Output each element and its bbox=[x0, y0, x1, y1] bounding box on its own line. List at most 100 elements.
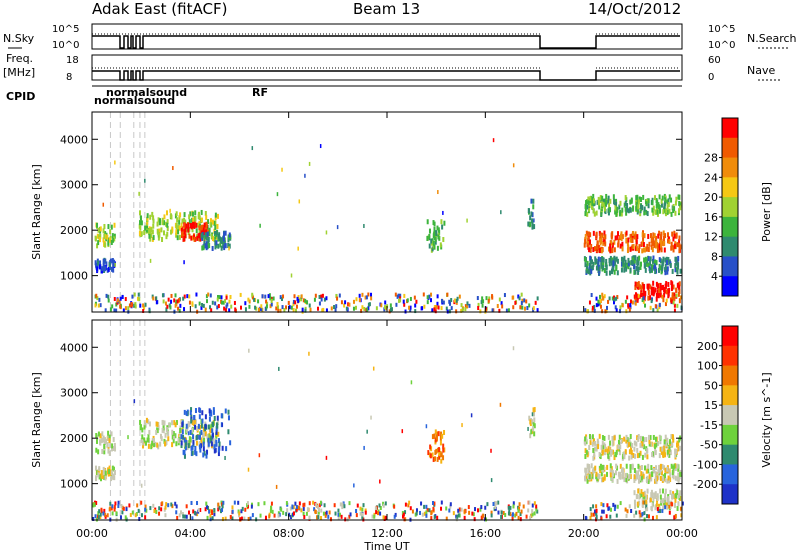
power-echo bbox=[655, 281, 658, 287]
nave-tick-top: 60 bbox=[708, 55, 721, 66]
velocity-clutter bbox=[264, 515, 267, 520]
power-echo bbox=[643, 284, 646, 290]
power-clutter bbox=[658, 302, 661, 307]
power-echo bbox=[106, 267, 109, 273]
power-clutter bbox=[320, 294, 323, 299]
power-echo bbox=[437, 234, 440, 240]
velocity-echo bbox=[156, 428, 159, 434]
velocity-clutter bbox=[614, 504, 617, 509]
power-echo bbox=[635, 205, 638, 211]
power-clutter bbox=[165, 307, 168, 312]
velocity-echo bbox=[640, 464, 643, 470]
velocity-echo bbox=[189, 410, 192, 416]
power-echo bbox=[655, 239, 658, 245]
velocity-clutter bbox=[164, 505, 167, 510]
velocity-clutter bbox=[119, 515, 122, 520]
power-echo bbox=[659, 208, 662, 214]
power-echo bbox=[656, 199, 659, 205]
power-echo bbox=[585, 200, 588, 206]
velocity-echo bbox=[667, 475, 670, 481]
power-clutter bbox=[466, 301, 469, 306]
power-echo bbox=[634, 231, 637, 237]
cpid-label: CPID bbox=[6, 90, 35, 103]
velocity-echo bbox=[607, 454, 610, 460]
power-echo bbox=[138, 230, 141, 236]
velocity-clutter bbox=[512, 504, 515, 509]
power-clutter bbox=[107, 298, 110, 303]
velocity-echo bbox=[99, 439, 102, 445]
power-echo bbox=[657, 204, 660, 210]
velocity-clutter bbox=[607, 506, 610, 511]
power-echo bbox=[178, 219, 181, 225]
velocity-echo bbox=[679, 471, 682, 477]
power-echo bbox=[114, 160, 116, 165]
velocity-echo bbox=[529, 419, 532, 425]
velocity-echo bbox=[637, 470, 640, 476]
velocity-echo bbox=[104, 475, 107, 481]
velocity-clutter bbox=[337, 508, 340, 513]
power-clutter bbox=[201, 303, 204, 308]
velocity-clutter bbox=[592, 512, 595, 517]
velocity-clutter bbox=[341, 502, 344, 507]
velocity-clutter bbox=[458, 507, 461, 512]
power-clutter bbox=[361, 292, 364, 297]
velocity-colorbar-segment bbox=[722, 365, 738, 386]
velocity-echo bbox=[183, 441, 186, 447]
velocity-echo bbox=[112, 445, 115, 451]
power-echo bbox=[676, 282, 679, 288]
velocity-echo bbox=[533, 417, 536, 423]
velocity-echo bbox=[113, 470, 116, 476]
velocity-echo bbox=[677, 478, 680, 484]
velocity-echo bbox=[653, 468, 656, 474]
velocity-echo bbox=[666, 478, 669, 484]
power-echo bbox=[667, 202, 670, 208]
power-echo bbox=[662, 209, 665, 215]
velocity-echo bbox=[200, 437, 203, 443]
velocity-echo bbox=[584, 475, 587, 481]
power-echo bbox=[222, 243, 225, 249]
velocity-clutter bbox=[500, 514, 503, 519]
velocity-echo bbox=[659, 468, 662, 474]
velocity-clutter bbox=[320, 516, 323, 521]
xaxis-label: Time UT bbox=[363, 540, 409, 553]
velocity-colorbar-segment bbox=[722, 385, 738, 406]
velocity-echo bbox=[643, 490, 646, 496]
power-echo bbox=[613, 255, 616, 261]
velocity-echo bbox=[215, 426, 218, 432]
power-clutter bbox=[344, 300, 347, 305]
velocity-clutter bbox=[408, 500, 411, 505]
power-echo bbox=[619, 200, 622, 206]
power-echo bbox=[664, 257, 667, 263]
power-clutter bbox=[113, 308, 116, 313]
velocity-clutter bbox=[111, 504, 114, 509]
power-clutter bbox=[599, 294, 602, 299]
power-echo bbox=[652, 291, 655, 297]
power-echo bbox=[647, 203, 650, 209]
velocity-echo bbox=[531, 428, 534, 434]
velocity-clutter bbox=[472, 512, 475, 517]
power-clutter bbox=[481, 296, 484, 301]
power-clutter bbox=[500, 301, 503, 306]
power-echo bbox=[655, 292, 658, 298]
power-echo bbox=[647, 246, 650, 252]
velocity-echo bbox=[186, 440, 189, 446]
power-colorbar-tick-label: 8 bbox=[711, 250, 718, 263]
power-clutter bbox=[206, 299, 209, 304]
power-clutter bbox=[207, 292, 210, 297]
velocity-echo bbox=[99, 433, 102, 439]
power-echo bbox=[590, 243, 593, 249]
velocity-clutter bbox=[531, 509, 534, 514]
power-echo bbox=[661, 195, 664, 201]
power-echo bbox=[183, 260, 185, 265]
velocity-echo bbox=[157, 425, 160, 431]
power-clutter bbox=[230, 304, 233, 309]
power-echo bbox=[111, 233, 114, 239]
velocity-echo bbox=[584, 448, 587, 454]
velocity-echo bbox=[164, 432, 167, 438]
power-echo bbox=[636, 293, 639, 299]
velocity-echo bbox=[139, 425, 142, 431]
power-echo bbox=[190, 223, 193, 229]
power-echo bbox=[201, 245, 204, 251]
velocity-clutter bbox=[295, 504, 298, 509]
velocity-echo bbox=[209, 409, 212, 415]
